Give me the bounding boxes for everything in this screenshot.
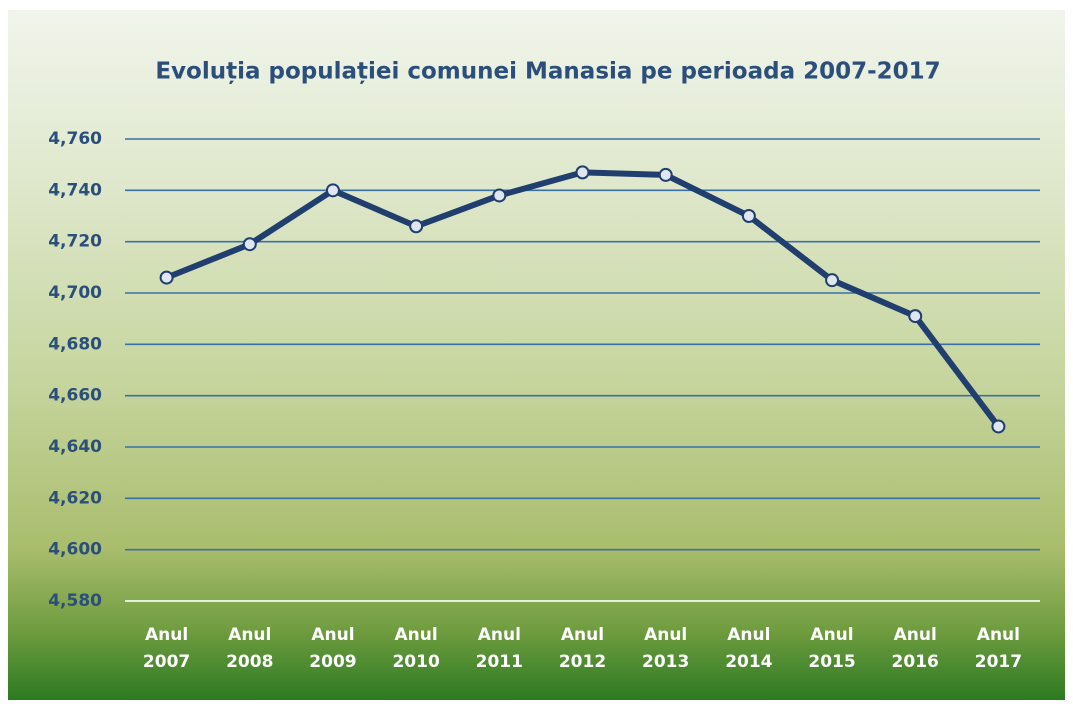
x-tick-label: Anul 2015: [808, 625, 856, 672]
chart-title: Evoluția populației comunei Manasia pe p…: [155, 59, 940, 85]
y-tick-label: 4,600: [48, 540, 102, 560]
data-point: [991, 419, 1006, 434]
data-point: [575, 165, 590, 180]
y-tick-label: 4,580: [48, 591, 102, 611]
x-tick-label: Anul 2008: [226, 625, 274, 672]
chart-background: [8, 10, 1065, 700]
y-tick-label: 4,660: [48, 386, 102, 406]
data-point: [825, 273, 840, 288]
x-tick-label: Anul 2011: [475, 625, 523, 672]
y-tick-label: 4,720: [48, 232, 102, 252]
y-tick-label: 4,740: [48, 180, 102, 200]
y-tick-label: 4,760: [48, 129, 102, 149]
data-line: [165, 169, 1001, 429]
data-point: [741, 209, 756, 223]
x-tick-label: Anul 2017: [974, 625, 1023, 672]
x-tick-label: Anul 2016: [891, 625, 939, 672]
data-point: [492, 188, 507, 203]
y-tick-label: 4,680: [48, 334, 102, 354]
data-point: [159, 270, 174, 285]
x-tick-label: Anul 2009: [309, 625, 357, 672]
data-point: [325, 183, 340, 198]
y-tick-label: 4,700: [48, 283, 102, 303]
data-point: [242, 237, 257, 252]
y-tick-label: 4,640: [48, 437, 102, 457]
y-tick-label: 4,620: [48, 488, 102, 508]
x-tick-label: Anul 2010: [392, 625, 440, 672]
data-point: [908, 309, 923, 324]
x-tick-label: Anul 2014: [725, 625, 773, 672]
data-point: [409, 219, 424, 234]
x-tick-label: Anul 2007: [142, 625, 191, 672]
data-point: [658, 167, 673, 182]
x-tick-label: Anul 2012: [558, 625, 607, 672]
x-tick-label: Anul 2013: [642, 625, 690, 672]
